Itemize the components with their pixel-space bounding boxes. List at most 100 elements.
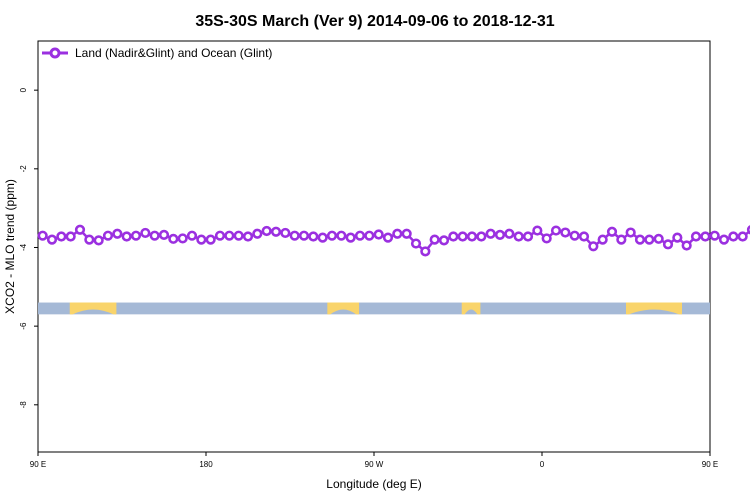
series-point [681,240,692,251]
series-point [354,230,366,241]
legend: Land (Nadir&Glint) and Ocean (Glint) [42,46,272,60]
series-point [130,230,142,241]
series-point [56,231,67,242]
series-point [177,233,188,244]
series-point [420,246,431,257]
legend-marker-swatch [49,47,61,59]
series-point [252,228,263,239]
series-point [672,232,683,243]
series-point [606,226,618,237]
x-axis-label: Longitude (deg E) [326,477,421,491]
series-point [401,228,412,239]
series-point [532,225,543,236]
series-point [158,229,170,240]
land-segment-1 [327,302,360,315]
series-point [233,230,244,241]
y-tick-label: -2 [19,165,28,173]
series-point [513,231,524,242]
series-point [448,231,459,242]
series-point [196,234,207,245]
series-point [494,229,506,240]
series-point [270,226,282,237]
y-axis-label: XCO2 - MLO trend (ppm) [3,179,17,314]
series-point [74,224,86,235]
series-point [345,232,356,243]
series-point [690,231,702,242]
series-point [588,241,599,252]
series-point [214,230,226,241]
series-point [662,239,674,250]
chart-title: 35S-30S March (Ver 9) 2014-09-06 to 2018… [195,13,554,30]
series-point [37,230,48,241]
series-point [392,228,403,239]
x-axis: 90 E 180 90 W 0 90 E [30,452,718,469]
x-tick-label: 90 E [30,460,46,469]
series-point [84,234,95,245]
x-tick-label: 90 E [702,460,718,469]
series-point [121,231,132,242]
series-point [261,225,272,237]
series-point [616,234,627,245]
series-point [336,230,347,241]
y-axis: 0 -2 -4 -6 -8 [19,87,38,408]
series-point [653,233,664,244]
ocean-band [38,302,710,315]
series-point [578,231,590,242]
series-point [504,228,515,239]
series-point [242,231,254,242]
series-point [289,230,300,241]
series-layer [37,224,750,257]
series-point [140,227,151,239]
series-point [709,230,720,241]
plot-frame [37,40,711,453]
series-point [429,234,440,245]
series-point [597,234,608,245]
series-point [308,231,319,242]
y-tick-label: -8 [19,401,28,409]
x-tick-label: 90 W [365,460,384,469]
series-point [326,230,338,241]
x-tick-label: 180 [199,460,213,469]
series-point [205,234,216,245]
series-point [634,234,646,245]
series-point [700,231,711,242]
series-point [410,238,422,249]
series-point [373,229,384,240]
series-point [93,235,104,246]
series-point [382,232,394,243]
series-point [168,233,179,244]
series-point [737,231,748,242]
series-point [560,227,571,238]
series-point [728,231,739,242]
series-point [112,228,123,239]
series-point [644,234,655,245]
y-tick-label: 0 [19,87,28,92]
series-point [46,234,58,245]
series-point [149,230,160,241]
y-tick-label: -4 [19,243,28,251]
series-point [569,230,580,241]
series-point [457,231,468,242]
series-point [550,225,562,236]
series-point [186,230,198,241]
land-segment-0 [69,302,117,315]
legend-entry-label: Land (Nadir&Glint) and Ocean (Glint) [75,46,272,60]
land-segment-2 [461,302,481,315]
series-point [280,227,291,239]
land-segment-3 [626,302,682,315]
series-point [102,230,114,241]
series-point [718,234,730,245]
series-point [625,227,636,238]
series-point [438,235,450,246]
series-point [476,231,487,242]
series-point [364,230,375,241]
y-tick-label: -6 [19,322,28,330]
series-point [317,232,328,243]
series-point [466,231,478,242]
series-point [541,233,552,244]
x-tick-label: 0 [540,460,545,469]
series-point [65,231,76,242]
series-point [485,228,496,239]
series-point [298,230,310,241]
